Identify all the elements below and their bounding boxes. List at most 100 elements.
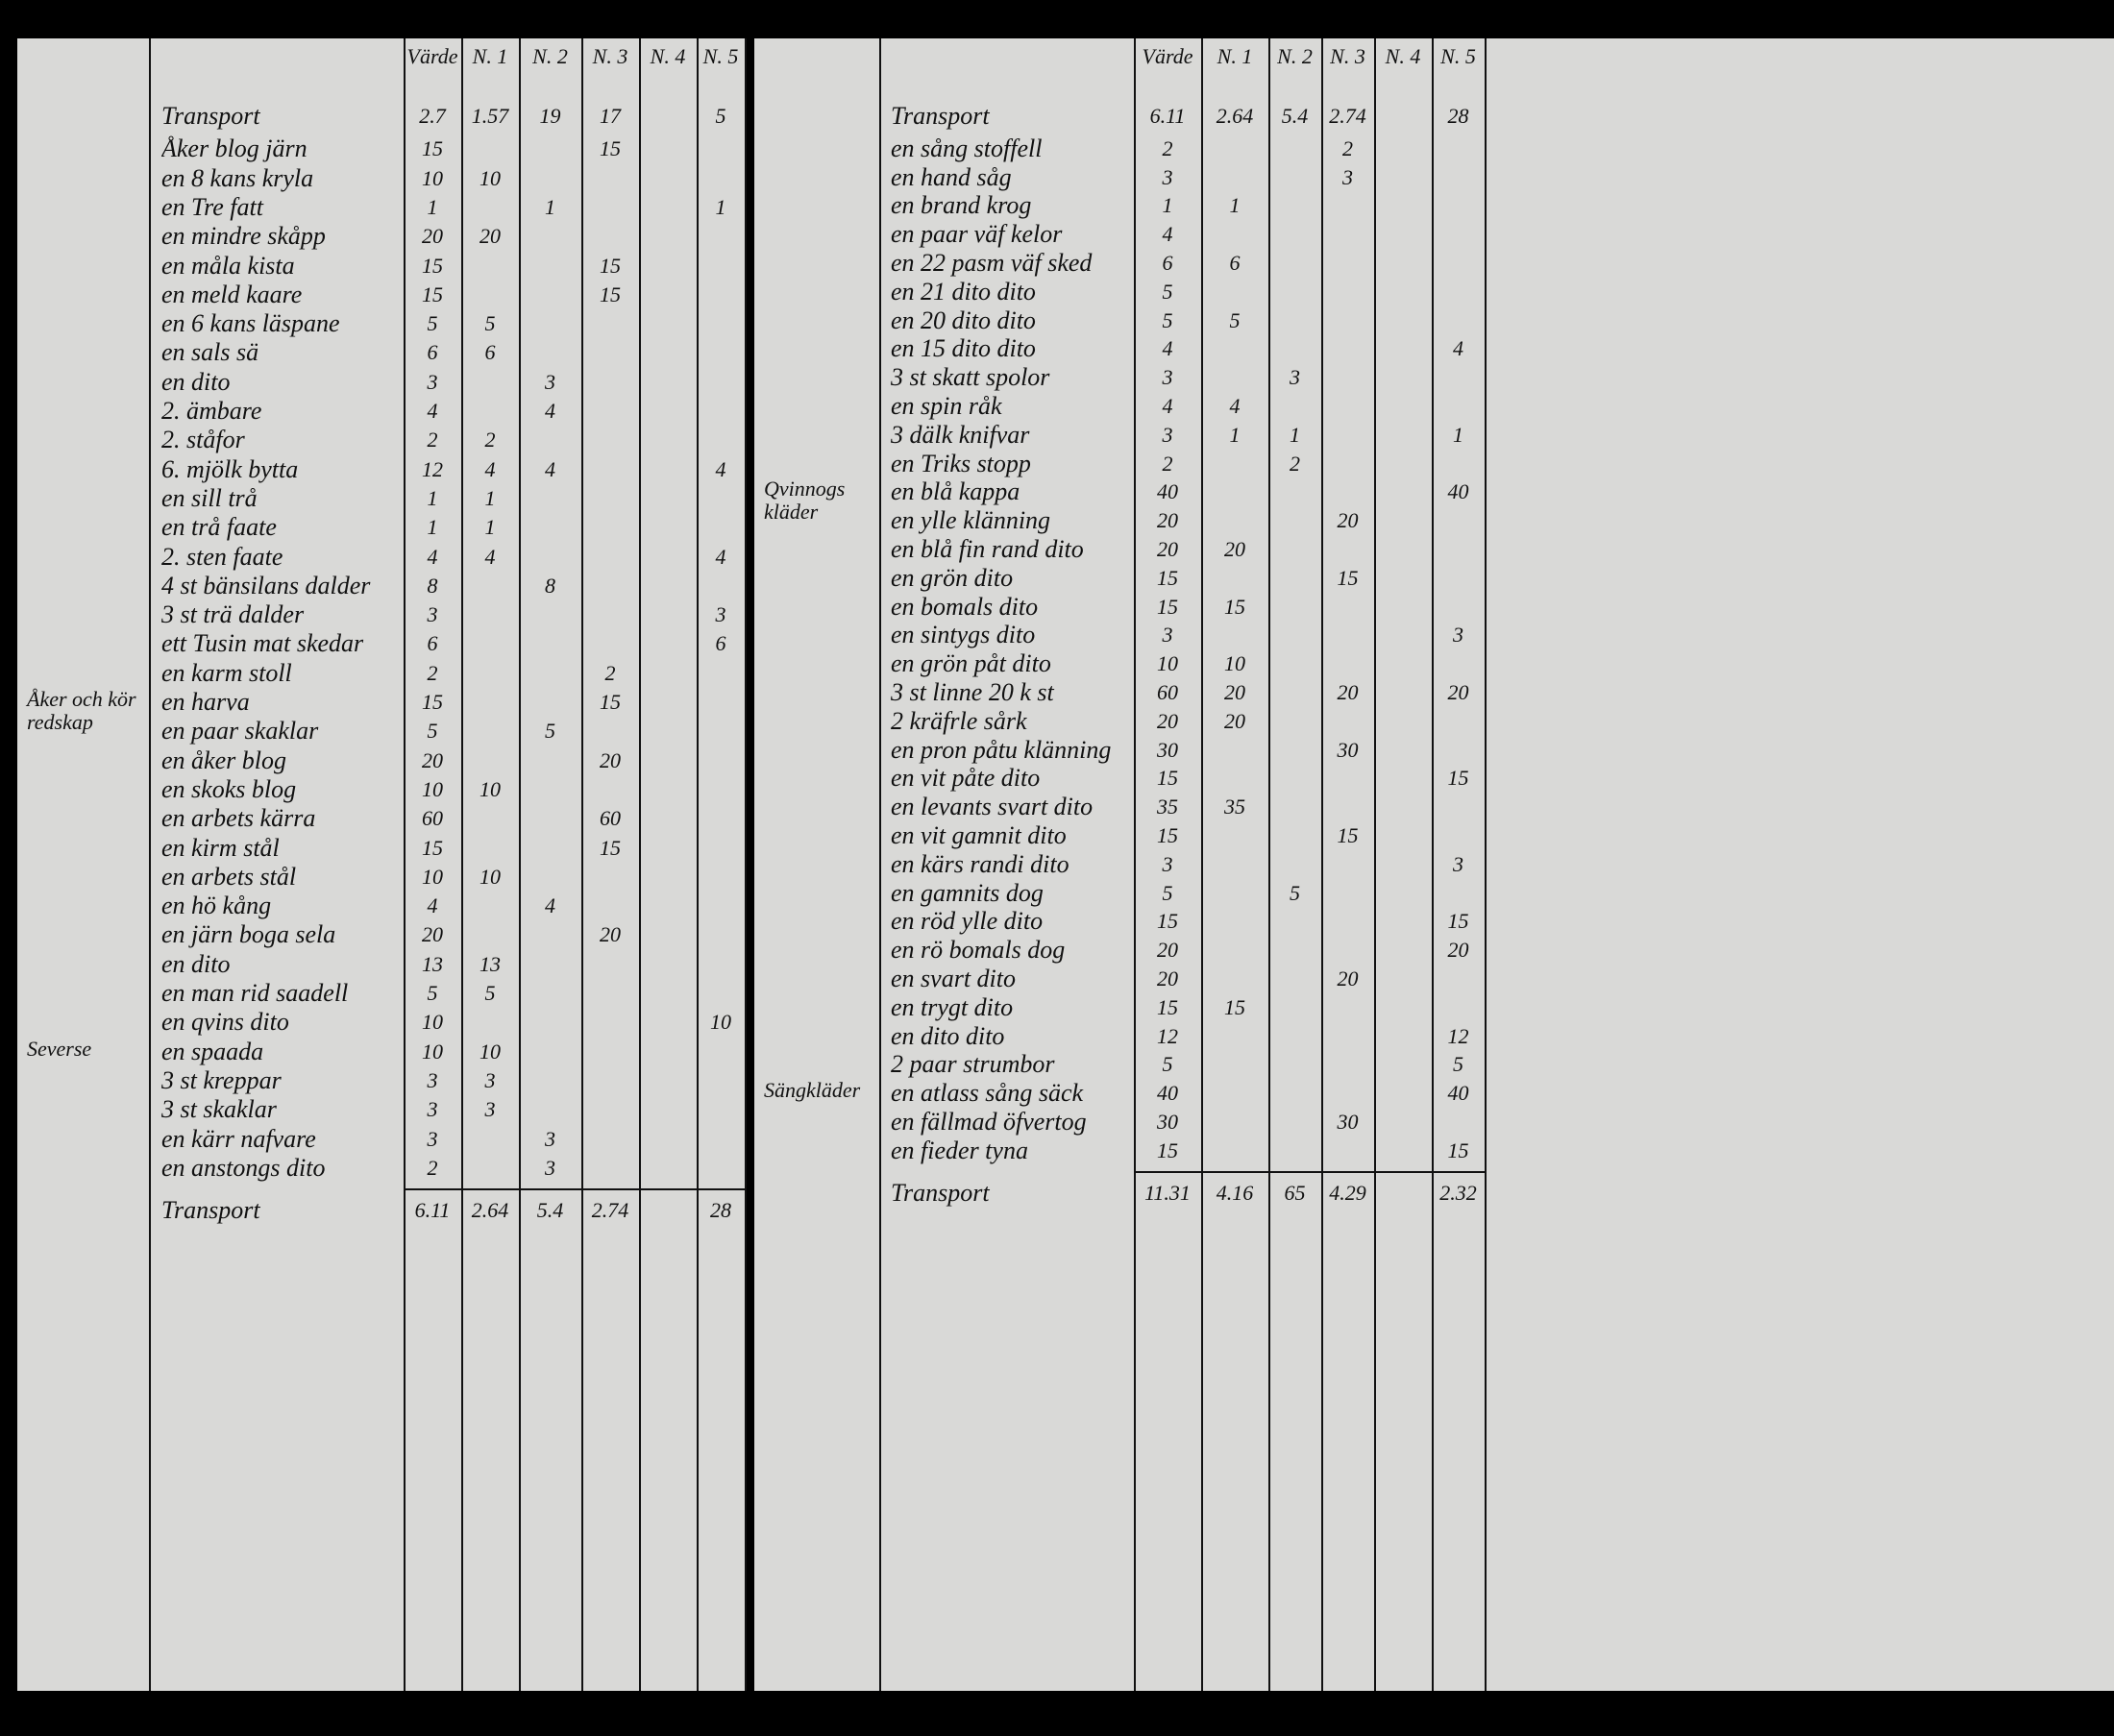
row-cell: 20 <box>1157 508 1178 533</box>
row-cell: 4 <box>715 456 726 481</box>
header-item: Transport <box>891 102 990 130</box>
footer-cell: 65 <box>1284 1180 1306 1205</box>
rule <box>1134 38 1136 1691</box>
row-item: en levants svart dito <box>891 793 1094 821</box>
column-header: N. 2 <box>1277 44 1313 68</box>
row-cell: 10 <box>479 776 501 801</box>
row-cell: 10 <box>422 776 443 801</box>
row-cell: 10 <box>1224 651 1245 676</box>
row-cell: 3 <box>484 1097 496 1122</box>
row-item: 2 paar strumbor <box>891 1050 1055 1079</box>
row-cell: 20 <box>1224 708 1245 733</box>
row-cell: 15 <box>1447 909 1469 934</box>
row-cell: 1 <box>427 515 438 540</box>
row-cell: 15 <box>1157 909 1178 934</box>
row-cell: 40 <box>1447 1081 1469 1106</box>
header-cell: 5.4 <box>1281 104 1309 128</box>
row-cell: 15 <box>422 136 443 161</box>
row-item: en kärr nafvare <box>161 1124 316 1153</box>
row-cell: 15 <box>600 690 621 714</box>
row-cell: 5 <box>484 981 496 1005</box>
row-item: en arbets kärra <box>161 804 316 833</box>
row-item: en qvins dito <box>161 1008 289 1037</box>
row-item: en grön dito <box>891 563 1014 592</box>
row-cell: 2 <box>1162 135 1173 160</box>
row-item: en 20 dito dito <box>891 306 1036 334</box>
row-cell: 15 <box>1157 994 1178 1019</box>
row-item: en hand såg <box>891 162 1012 191</box>
row-cell: 40 <box>1157 1081 1178 1106</box>
row-cell: 30 <box>1337 1110 1359 1134</box>
row-item: en blå fin rand dito <box>891 535 1084 563</box>
row-cell: 4 <box>427 893 438 918</box>
row-item: en dito dito <box>891 1021 1005 1050</box>
row-cell: 20 <box>1157 938 1178 963</box>
row-item: en grön påt dito <box>891 649 1051 678</box>
row-cell: 2 <box>427 428 438 452</box>
row-cell: 3 <box>1162 365 1173 390</box>
rule <box>745 38 747 1691</box>
row-cell: 15 <box>1337 565 1359 590</box>
rule <box>1201 38 1203 1691</box>
row-cell: 3 <box>1162 851 1173 876</box>
row-cell: 5 <box>427 719 438 744</box>
row-cell: 2 <box>1162 451 1173 476</box>
row-cell: 2 <box>1342 135 1353 160</box>
rule <box>1134 1170 1485 1173</box>
row-item: en brand krog <box>891 191 1032 220</box>
row-cell: 15 <box>1224 594 1245 619</box>
row-cell: 20 <box>1157 966 1178 990</box>
row-item: en meld kaare <box>161 280 303 308</box>
row-cell: 15 <box>1157 823 1178 847</box>
row-item: 6. mjölk bytta <box>161 454 299 483</box>
row-item: en gamnits dog <box>891 878 1044 907</box>
row-cell: 3 <box>1453 623 1463 648</box>
row-item: en sintygs dito <box>891 621 1036 649</box>
row-cell: 5 <box>1162 307 1173 332</box>
header-cell: 17 <box>600 104 621 128</box>
row-cell: 20 <box>422 747 443 772</box>
row-item: en paar skaklar <box>161 717 319 746</box>
row-cell: 1 <box>545 194 555 219</box>
row-item: 3 st kreppar <box>161 1065 282 1094</box>
page: Värde N. 1 N. 2 N. 3 N. 4 N. 5 Transport 2.7 1.5… <box>17 38 747 1691</box>
row-item: en atlass sång säck <box>891 1079 1084 1108</box>
row-cell: 15 <box>600 281 621 306</box>
row-cell: 20 <box>1224 680 1245 704</box>
row-item: 3 st skaklar <box>161 1095 277 1124</box>
header-cell: 28 <box>1447 104 1469 128</box>
row-cell: 10 <box>422 165 443 190</box>
row-cell: 15 <box>600 835 621 860</box>
row-item: en Triks stopp <box>891 449 1031 477</box>
row-item: 3 dälk knifvar <box>891 420 1030 449</box>
row-cell: 20 <box>422 224 443 249</box>
row-cell: 12 <box>1157 1023 1178 1048</box>
row-cell: 15 <box>422 281 443 306</box>
footer-cell: 2.64 <box>471 1198 509 1223</box>
rule <box>1485 38 1487 1691</box>
row-cell: 4 <box>1162 394 1173 418</box>
footer-cell: 4.29 <box>1329 1180 1366 1205</box>
row-cell: 5 <box>1229 307 1241 332</box>
row-item: en 6 kans läspane <box>161 309 340 338</box>
row-cell: 4 <box>545 893 555 918</box>
row-cell: 20 <box>479 224 501 249</box>
rule <box>1374 38 1376 1691</box>
rule <box>581 38 583 1691</box>
header-cell: 5 <box>715 104 726 128</box>
row-item: en bomals dito <box>891 592 1039 621</box>
column-header: N. 5 <box>1440 44 1476 68</box>
row-cell: 12 <box>1447 1023 1469 1048</box>
row-cell: 2 <box>604 660 616 685</box>
row-cell: 1 <box>1229 422 1241 447</box>
header-cell: 1.57 <box>471 104 509 128</box>
row-cell: 10 <box>479 864 501 889</box>
rule <box>1321 38 1323 1691</box>
row-cell: 5 <box>1453 1052 1463 1077</box>
row-cell: 15 <box>422 835 443 860</box>
row-item: en arbets stål <box>161 862 297 891</box>
row-cell: 10 <box>422 864 443 889</box>
row-cell: 10 <box>479 165 501 190</box>
row-cell: 1 <box>1453 422 1463 447</box>
